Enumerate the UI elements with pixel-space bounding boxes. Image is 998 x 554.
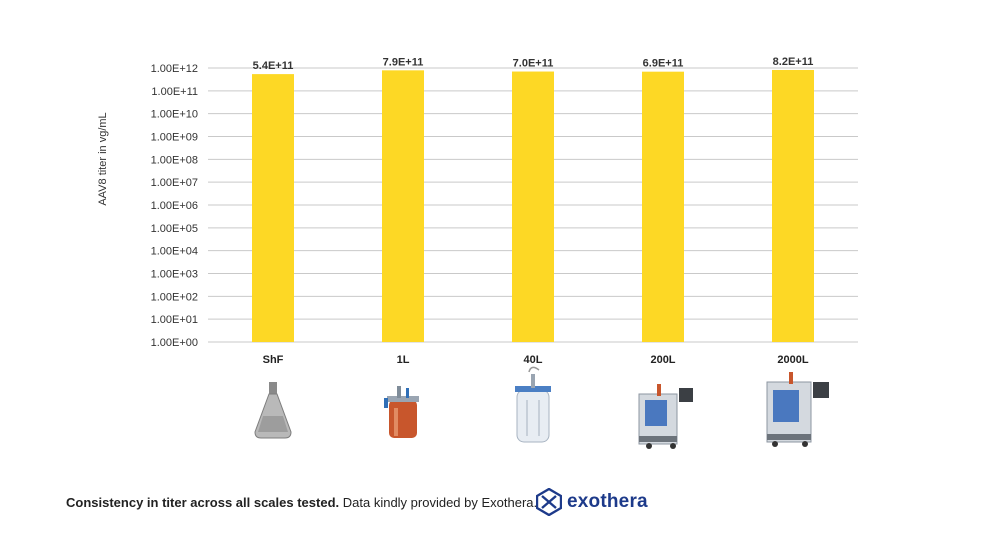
exothera-logo: exothera	[536, 487, 648, 517]
y-tick-label: 1.00E+12	[151, 63, 198, 75]
labels: 1.00E+00 1.00E+01 1.00E+02 1.00E+03 1.00E+04…	[151, 56, 814, 366]
x-tick-label: 40L	[524, 354, 543, 366]
data-label: 8.2E+11	[773, 56, 814, 68]
y-tick-label: 1.00E+00	[151, 337, 198, 349]
shake-flask-icon	[254, 382, 292, 439]
bar-2000l	[772, 69, 814, 342]
y-tick-label: 1.00E+05	[151, 223, 198, 235]
40l-bioreactor-icon	[515, 366, 551, 443]
x-tick-label: 2000L	[777, 354, 808, 366]
y-tick-label: 1.00E+03	[151, 269, 198, 281]
caption: Consistency in titer across all scales t…	[66, 495, 537, 510]
exothera-logo-text: exothera	[567, 491, 648, 512]
data-label: 6.9E+11	[643, 58, 684, 70]
caption-regular: Data kindly provided by Exothera.	[342, 495, 538, 510]
bar-shf	[252, 74, 294, 342]
x-tick-label: 200L	[650, 354, 675, 366]
bar-40l	[512, 71, 554, 342]
y-tick-label: 1.00E+04	[151, 246, 198, 258]
data-label: 7.0E+11	[513, 58, 554, 70]
y-axis-label: AAV8 titer in vg/mL	[97, 112, 109, 205]
x-tick-label: ShF	[263, 354, 284, 366]
y-tick-label: 1.00E+09	[151, 132, 198, 144]
data-label: 7.9E+11	[383, 56, 424, 68]
exothera-logo-icon	[536, 488, 562, 516]
y-tick-label: 1.00E+11	[151, 86, 198, 98]
y-tick-label: 1.00E+06	[151, 200, 198, 212]
1l-bioreactor-icon	[384, 386, 419, 438]
y-tick-label: 1.00E+07	[151, 177, 198, 189]
data-label: 5.4E+11	[253, 60, 294, 72]
bar-200l	[642, 71, 684, 342]
y-tick-label: 1.00E+02	[151, 291, 198, 303]
x-tick-label: 1L	[397, 354, 410, 366]
bar-1l	[382, 70, 424, 342]
y-tick-label: 1.00E+10	[151, 109, 198, 121]
y-tick-label: 1.00E+01	[151, 314, 198, 326]
bars	[252, 69, 814, 342]
caption-bold: Consistency in titer across all scales t…	[66, 495, 340, 510]
200l-bioreactor-icon	[638, 384, 693, 449]
y-tick-label: 1.00E+08	[151, 154, 198, 166]
2000l-bioreactor-icon	[766, 372, 829, 447]
